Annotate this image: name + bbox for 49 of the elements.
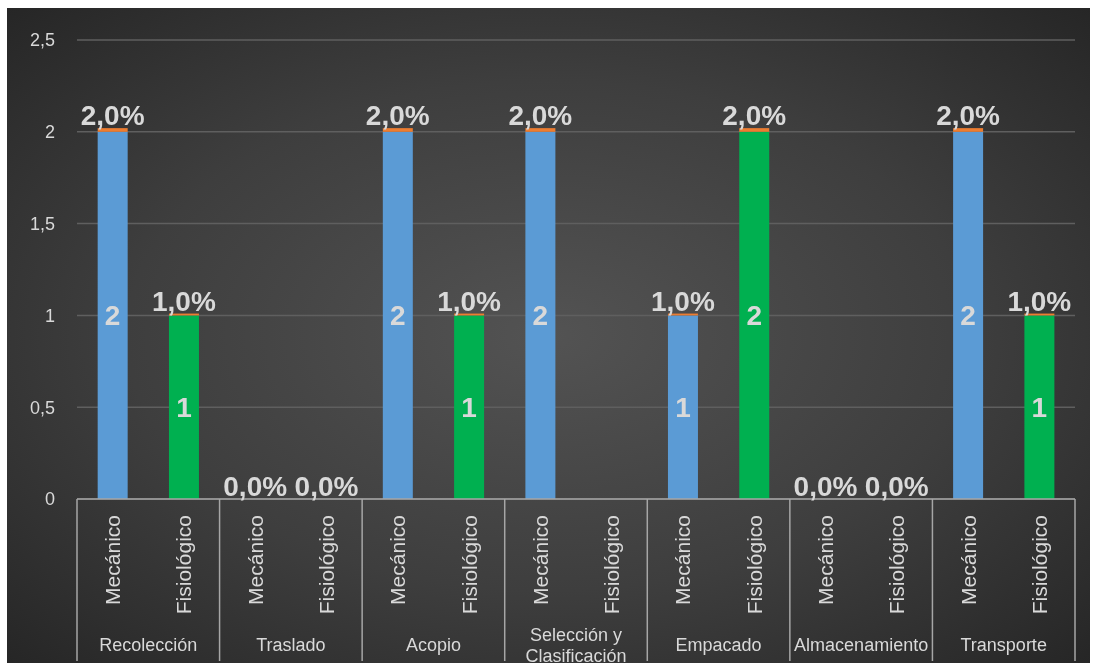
x-tick-label: Mecánico xyxy=(243,515,267,605)
data-label: 1 xyxy=(1031,391,1048,423)
data-label: 1,0% xyxy=(152,285,216,317)
data-label: 1,0% xyxy=(651,285,715,317)
x-tick-label: Fisiológico xyxy=(457,515,481,615)
data-label: 0,0% xyxy=(223,471,288,502)
data-label: 1,0% xyxy=(437,285,502,317)
data-label: 2,0% xyxy=(80,100,145,132)
x-tick-label: Mecánico xyxy=(386,515,410,605)
text: Traslado xyxy=(256,635,326,655)
y-tick-label: 2,5 xyxy=(29,30,55,51)
x-tick-label: Fisiológico xyxy=(742,515,766,615)
y-tick-label: 0,5 xyxy=(29,397,55,418)
text: Selección y Clasificación xyxy=(525,624,627,666)
data-label: 2,0% xyxy=(722,100,787,132)
data-label: 1 xyxy=(461,391,477,423)
text: Acopio xyxy=(405,635,461,655)
x-tick-label: Fisiológico xyxy=(600,515,624,615)
x-tick-label: Mecánico xyxy=(814,515,837,605)
data-label: 2,0% xyxy=(365,100,430,132)
data-label: 2,0% xyxy=(508,100,573,132)
data-label: 1 xyxy=(675,391,691,423)
data-label: 0,0% xyxy=(864,471,929,502)
x-tick-label: Mecánico xyxy=(671,515,695,605)
x-tick-label: Fisiológico xyxy=(885,515,909,615)
y-tick-label: 1,5 xyxy=(29,213,55,234)
data-label: 2 xyxy=(390,299,406,331)
text: Transporte xyxy=(960,635,1047,655)
data-label: 2 xyxy=(746,299,762,331)
x-tick-label: Fisiológico xyxy=(315,515,338,615)
data-label: 0,0% xyxy=(793,471,858,502)
data-label: 0,0% xyxy=(294,471,359,502)
x-tick-label: Mecánico xyxy=(956,515,980,605)
text: Empacado xyxy=(675,635,762,655)
y-tick-label: 1 xyxy=(44,305,55,326)
x-tick-label: Fisiológico xyxy=(1027,515,1051,615)
text: Recolección xyxy=(99,635,198,655)
data-label: 2 xyxy=(104,299,121,331)
y-tick-label: 2 xyxy=(44,122,55,143)
data-label: 2 xyxy=(532,299,549,331)
data-label: 1,0% xyxy=(1007,285,1072,317)
data-label: 2 xyxy=(960,299,976,331)
x-tick-label: Mecánico xyxy=(101,515,125,605)
x-tick-label: Fisiológico xyxy=(172,515,196,615)
y-tick-label: 0 xyxy=(44,489,55,510)
text: Almacenamiento xyxy=(794,635,929,655)
x-tick-label: Mecánico xyxy=(528,515,552,605)
data-label: 2,0% xyxy=(936,100,1001,132)
data-label: 1 xyxy=(176,391,192,423)
